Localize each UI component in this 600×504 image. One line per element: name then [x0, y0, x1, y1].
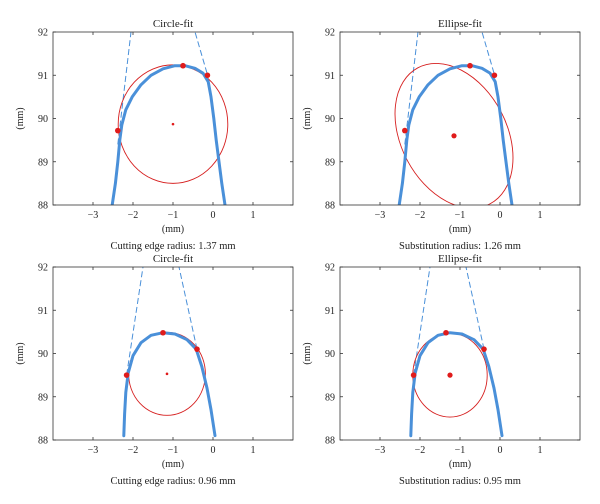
plot-area — [394, 32, 514, 205]
x-tick-label: −3 — [88, 445, 99, 456]
key-point — [115, 127, 121, 134]
y-tick-label: 91 — [325, 306, 335, 317]
key-point — [204, 72, 211, 79]
axes-box — [339, 31, 581, 206]
profile-line — [122, 331, 217, 438]
x-tick-label: −1 — [168, 210, 179, 221]
key-point — [194, 346, 200, 352]
key-point — [467, 62, 473, 69]
x-tick-label: 0 — [498, 210, 503, 221]
chart-panel-2: Ellipse-fit −3 −2 −1 0 1 88 89 90 91 92 (mm) (mm) Sub… — [302, 18, 581, 252]
y-axis-label: (mm) — [15, 107, 26, 129]
y-axis-label: (mm) — [302, 107, 313, 129]
plot-area — [110, 32, 229, 205]
y-axis-label: (mm) — [15, 342, 26, 364]
key-point — [443, 329, 449, 336]
panel-caption: Substitution radius: 1.26 mm — [399, 241, 521, 252]
key-point — [123, 372, 130, 378]
x-tick-label: 1 — [251, 210, 256, 221]
chart-panel-3: Circle-fit −3 −2 −1 0 1 88 89 90 91 92 (mm) (mm) Cutt… — [15, 253, 294, 487]
y-tick-label: 90 — [38, 349, 48, 360]
y-tick-label: 88 — [38, 436, 48, 447]
x-tick-label: −2 — [415, 210, 426, 221]
tangent-line — [404, 32, 419, 145]
tangent-line — [178, 267, 198, 350]
tangent-line — [126, 267, 144, 376]
x-tick-label: 1 — [538, 210, 543, 221]
panel-caption: Cutting edge radius: 0.96 mm — [110, 476, 235, 487]
x-axis-label: (mm) — [162, 224, 184, 235]
x-axis-label: (mm) — [162, 459, 184, 470]
x-tick-label: 1 — [251, 445, 256, 456]
chart-title: Ellipse-fit — [438, 18, 482, 30]
y-tick-label: 88 — [325, 201, 335, 212]
y-tick-label: 90 — [325, 114, 335, 125]
y-tick-label: 91 — [38, 306, 48, 317]
panel-caption: Substitution radius: 0.95 mm — [399, 476, 521, 487]
center-point — [171, 122, 175, 126]
chart-title: Circle-fit — [153, 253, 193, 265]
tangent-line — [481, 32, 495, 74]
plot-area — [122, 267, 217, 438]
y-axis-label: (mm) — [302, 342, 313, 364]
x-tick-label: 0 — [211, 210, 216, 221]
key-point — [160, 329, 166, 336]
y-tick-label: 89 — [38, 157, 48, 168]
x-tick-label: −1 — [168, 445, 179, 456]
y-tick-label: 88 — [325, 436, 335, 447]
y-tick-label: 90 — [38, 114, 48, 125]
chart-panel-1: Circle-fit −3 −2 −1 0 1 88 89 90 91 92 (mm) (mm) Cutt… — [15, 18, 294, 252]
x-tick-label: 0 — [498, 445, 503, 456]
profile-line — [409, 331, 504, 438]
x-tick-label: −2 — [128, 445, 139, 456]
profile-line — [397, 64, 514, 205]
x-tick-label: −3 — [375, 210, 386, 221]
chart-title: Ellipse-fit — [438, 253, 482, 265]
y-tick-label: 91 — [325, 71, 335, 82]
panel-caption: Cutting edge radius: 1.37 mm — [110, 241, 235, 252]
y-tick-label: 89 — [38, 392, 48, 403]
x-tick-label: −1 — [455, 445, 466, 456]
tangent-line — [194, 32, 208, 74]
tangent-line — [465, 267, 485, 350]
profile-line — [110, 64, 227, 205]
y-tick-label: 92 — [38, 263, 48, 274]
y-tick-label: 88 — [38, 201, 48, 212]
x-axis-label: (mm) — [449, 459, 471, 470]
axes-box — [339, 266, 581, 441]
key-point — [180, 62, 186, 69]
chart-title: Circle-fit — [153, 18, 193, 30]
axes-box — [52, 266, 294, 441]
y-tick-label: 92 — [325, 263, 335, 274]
key-point — [402, 127, 408, 134]
y-tick-label: 91 — [38, 71, 48, 82]
center-point — [447, 372, 453, 378]
center-point — [451, 133, 457, 139]
center-point — [165, 372, 169, 376]
x-tick-label: −2 — [415, 445, 426, 456]
y-tick-label: 90 — [325, 349, 335, 360]
key-point — [481, 346, 487, 352]
tangent-line — [413, 267, 431, 376]
x-tick-label: −3 — [375, 445, 386, 456]
tangent-line — [117, 32, 132, 145]
key-point — [491, 72, 498, 79]
key-point — [410, 372, 417, 378]
y-tick-label: 92 — [38, 28, 48, 39]
plot-area — [409, 267, 504, 438]
x-axis-label: (mm) — [449, 224, 471, 235]
x-tick-label: −3 — [88, 210, 99, 221]
y-tick-label: 92 — [325, 28, 335, 39]
y-tick-label: 89 — [325, 157, 335, 168]
x-tick-label: −2 — [128, 210, 139, 221]
x-tick-label: 0 — [211, 445, 216, 456]
y-tick-label: 89 — [325, 392, 335, 403]
axes-box — [52, 31, 294, 206]
x-tick-label: −1 — [455, 210, 466, 221]
x-tick-label: 1 — [538, 445, 543, 456]
chart-panel-4: Ellipse-fit −3 −2 −1 0 1 88 89 90 91 92 (mm) (mm) Sub… — [302, 253, 581, 487]
